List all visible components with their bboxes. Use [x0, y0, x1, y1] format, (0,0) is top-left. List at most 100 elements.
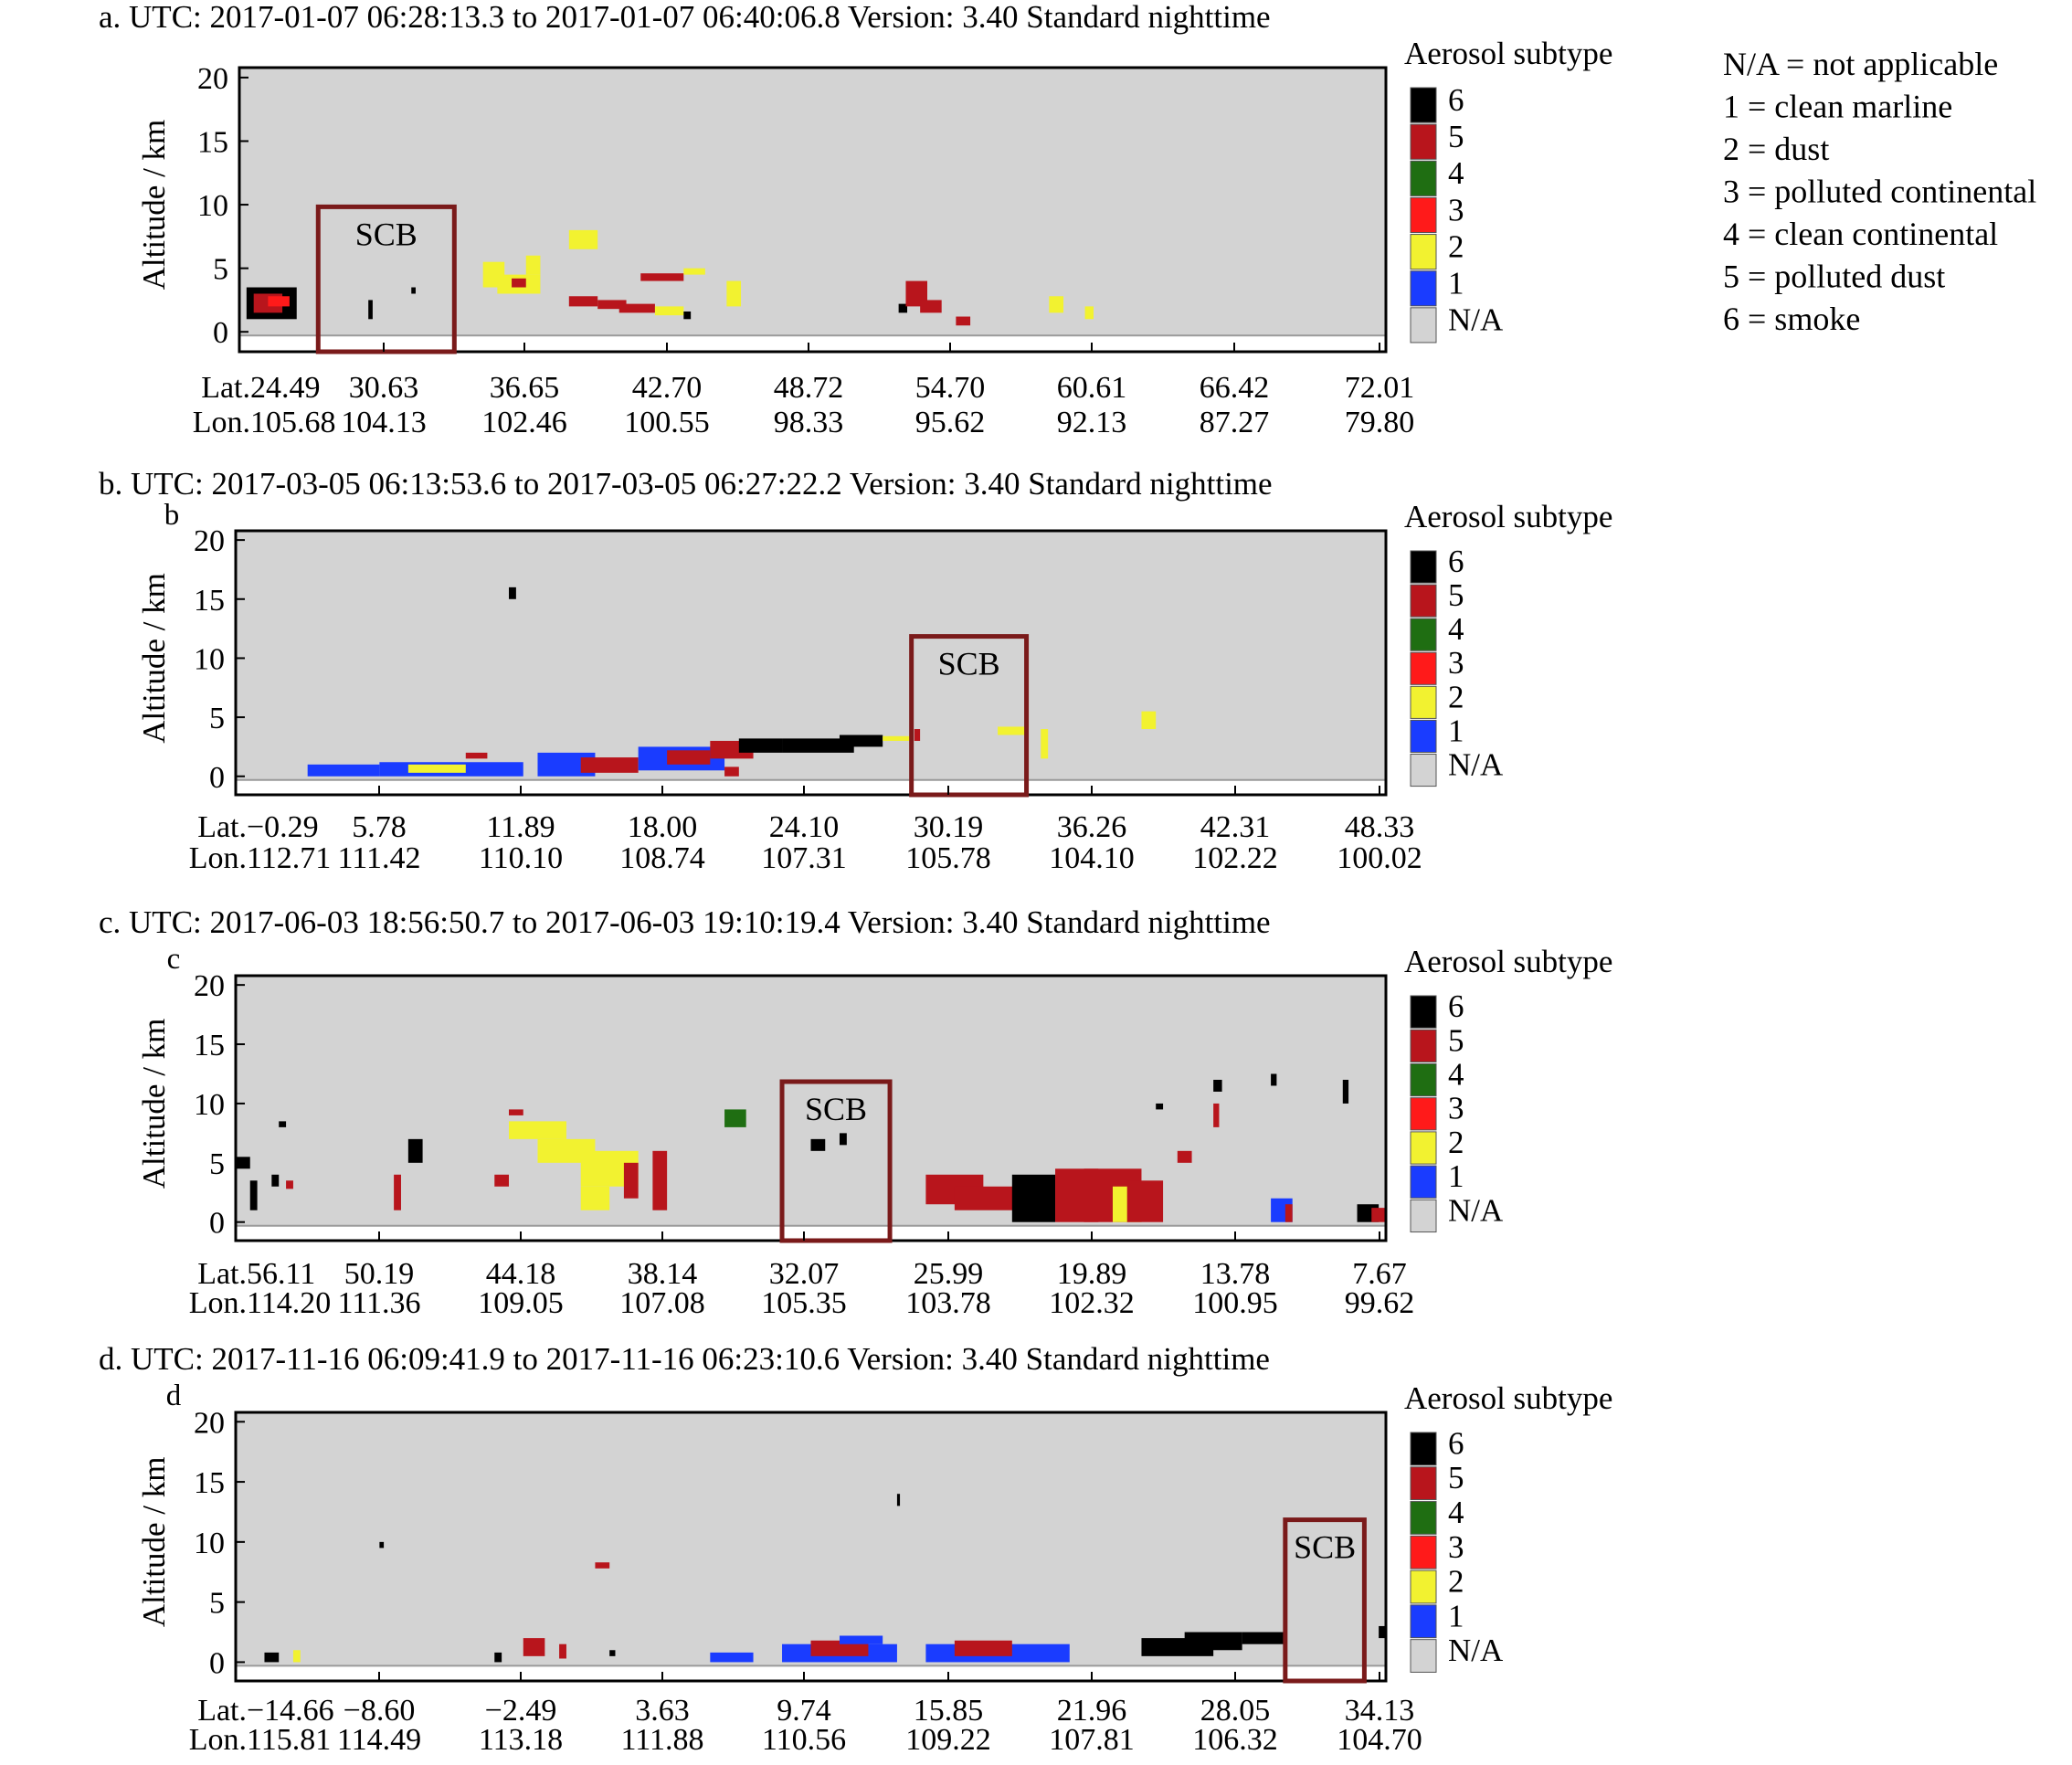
- aerosol-feature: [618, 303, 655, 313]
- aerosol-feature: [738, 738, 783, 753]
- legend-code: N/A: [1448, 1192, 1504, 1228]
- lat-tick-label: 42.70: [632, 371, 703, 405]
- aerosol-feature: [1379, 1625, 1386, 1639]
- legend-swatch: [1410, 1535, 1437, 1569]
- key-entry: 2 = dust: [1723, 131, 1829, 167]
- plot-area: [236, 531, 1386, 795]
- legend-code: N/A: [1448, 1633, 1504, 1668]
- key-entry: 6 = smoke: [1723, 301, 1860, 337]
- legend-code: N/A: [1448, 302, 1504, 338]
- lat-tick-label: 5.78: [352, 810, 407, 844]
- aerosol-feature: [1041, 729, 1049, 759]
- y-axis-label: Altitude / km: [136, 1457, 172, 1628]
- aerosol-feature: [914, 729, 921, 741]
- lat-axis-label: Lat.: [197, 810, 247, 844]
- scb-box: [779, 1079, 893, 1243]
- aerosol-feature: [623, 1162, 639, 1199]
- lat-tick-label: 25.99: [914, 1257, 984, 1291]
- aerosol-feature: [710, 1652, 754, 1663]
- legend-swatch: [1410, 1165, 1437, 1199]
- plot-frame: [238, 66, 1388, 354]
- lon-tick-label: 104.10: [1049, 841, 1135, 875]
- legend-title: Aerosol subtype: [1404, 499, 1612, 534]
- legend-code: N/A: [1448, 746, 1504, 782]
- y-tick-label: 10: [194, 1088, 225, 1122]
- aerosol-feature: [839, 1635, 883, 1644]
- aerosol-feature: [465, 752, 488, 759]
- aerosol-feature: [898, 303, 908, 313]
- scb-label: SCB: [805, 1091, 867, 1127]
- lat-tick-label: 7.67: [1352, 1257, 1407, 1291]
- lon-tick-label: 102.46: [481, 406, 567, 439]
- aerosol-feature: [394, 1174, 401, 1210]
- aerosol-feature: [559, 1643, 566, 1659]
- key-entry: 4 = clean continental: [1723, 216, 1998, 252]
- lat-tick-label: 66.42: [1200, 371, 1270, 405]
- plot-area: [239, 68, 1386, 352]
- lon-axis-label: Lon.: [189, 1723, 247, 1757]
- legend-swatch: [1410, 1097, 1437, 1131]
- aerosol-feature: [1049, 296, 1064, 313]
- aerosol-feature: [1213, 1079, 1222, 1092]
- legend-code: 5: [1448, 1460, 1464, 1495]
- legend-code: 4: [1448, 155, 1464, 191]
- legend-swatch: [1410, 995, 1437, 1029]
- lat-tick-label: 15.85: [914, 1694, 984, 1728]
- aerosol-feature: [597, 300, 627, 310]
- lon-tick-label: 115.81: [247, 1723, 331, 1757]
- y-tick-label: 20: [194, 969, 225, 1003]
- lon-tick-label: 99.62: [1345, 1286, 1415, 1320]
- aerosol-feature: [494, 1174, 510, 1187]
- lon-tick-label: 92.13: [1057, 406, 1127, 439]
- lat-tick-label: 11.89: [486, 810, 555, 844]
- aerosol-feature: [512, 278, 526, 288]
- panel-title: b. UTC: 2017-03-05 06:13:53.6 to 2017-03…: [99, 466, 1273, 502]
- aerosol-feature: [271, 1174, 280, 1187]
- legend-swatch: [1410, 754, 1437, 787]
- y-tick-label: 0: [209, 1646, 225, 1680]
- ground-strip: [236, 1665, 1386, 1681]
- lat-tick-label: 3.63: [635, 1694, 690, 1728]
- key-entry: N/A = not applicable: [1723, 46, 1998, 82]
- lon-tick-label: 87.27: [1200, 406, 1270, 439]
- y-tick-label: 0: [209, 1207, 225, 1241]
- panel-d: d. UTC: 2017-11-16 06:09:41.9 to 2017-11…: [99, 1341, 1612, 1757]
- aerosol-feature: [580, 1186, 610, 1210]
- aerosol-feature: [595, 1562, 610, 1569]
- lat-tick-label: 44.18: [486, 1257, 556, 1291]
- y-tick-label: 10: [194, 1527, 225, 1560]
- aerosol-feature: [264, 1652, 280, 1663]
- ground-strip: [236, 779, 1386, 795]
- key-entry: 3 = polluted continental: [1723, 174, 2036, 210]
- panel-b: b. UTC: 2017-03-05 06:13:53.6 to 2017-03…: [99, 466, 1612, 875]
- legend-code: 1: [1448, 1158, 1464, 1194]
- legend-title: Aerosol subtype: [1404, 1380, 1612, 1416]
- y-axis-label: Altitude / km: [136, 120, 172, 291]
- aerosol-feature: [1184, 1632, 1242, 1651]
- aerosol-feature: [249, 1180, 258, 1210]
- legend-code: 1: [1448, 1598, 1464, 1633]
- lat-tick-label: 24.10: [769, 810, 840, 844]
- legend-swatch: [1410, 160, 1437, 196]
- legend-swatch: [1410, 307, 1437, 343]
- aerosol-feature: [640, 273, 684, 281]
- aerosol-feature: [883, 735, 912, 741]
- legend-swatch: [1410, 1029, 1437, 1062]
- y-tick-label: 5: [209, 702, 225, 735]
- aerosol-feature: [782, 738, 854, 753]
- legend-code: 2: [1448, 1564, 1464, 1600]
- lon-axis-label: Lon.: [189, 1286, 247, 1320]
- aerosol-feature: [523, 1638, 545, 1656]
- scb-label: SCB: [938, 646, 1000, 682]
- lat-tick-label: 48.72: [774, 371, 844, 405]
- lon-tick-label: 110.56: [762, 1723, 846, 1757]
- lon-tick-label: 107.08: [619, 1286, 705, 1320]
- aerosol-feature: [667, 750, 711, 765]
- aerosol-feature: [839, 735, 883, 747]
- aerosol-feature: [1213, 1103, 1220, 1127]
- aerosol-feature: [379, 1541, 385, 1548]
- scb-box: [909, 634, 1030, 798]
- legend-title: Aerosol subtype: [1404, 944, 1612, 979]
